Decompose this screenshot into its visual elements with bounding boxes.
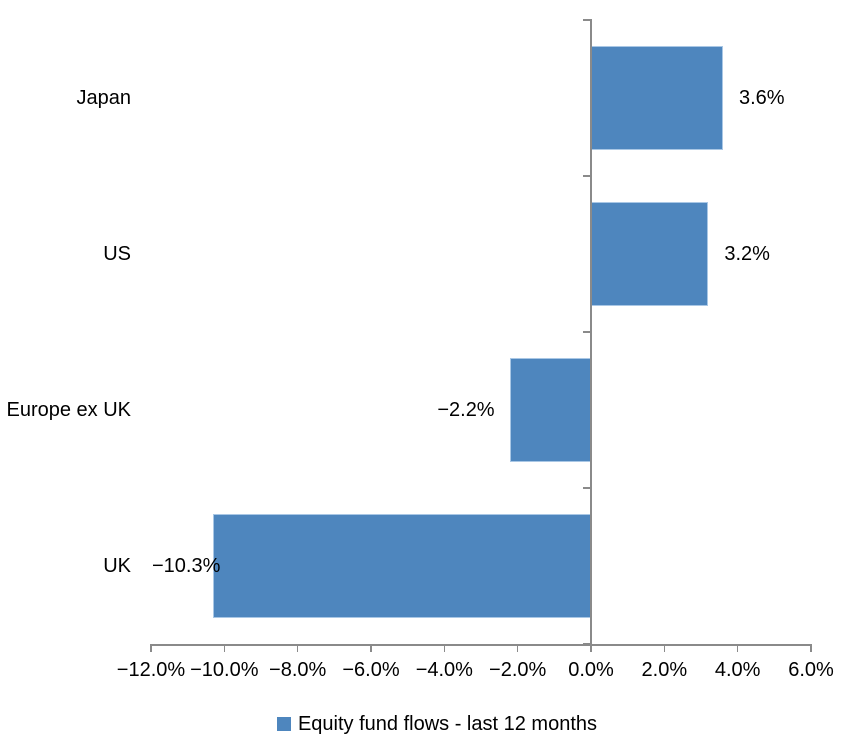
- category-label-us: US: [103, 243, 131, 265]
- legend-label: Equity fund flows - last 12 months: [297, 712, 598, 735]
- y-axis-tick: [583, 175, 590, 177]
- data-label-europe-ex-uk: −2.2%: [437, 399, 495, 421]
- x-axis-tick: [516, 644, 519, 652]
- x-axis-tick: [296, 644, 299, 652]
- legend-color-swatch: [276, 717, 291, 731]
- x-tick-label: −2.0%: [489, 659, 547, 681]
- x-axis-tick: [223, 644, 226, 652]
- x-tick-label: 2.0%: [641, 659, 688, 681]
- data-label-uk: −10.3%: [152, 555, 221, 577]
- x-axis-tick: [443, 644, 446, 652]
- x-axis-tick: [736, 644, 739, 652]
- x-tick-label: 6.0%: [788, 659, 834, 681]
- y-axis-tick: [583, 487, 590, 489]
- x-axis-tick: [810, 644, 812, 652]
- bar-europe-ex-uk: [510, 358, 591, 462]
- x-tick-label: 0.0%: [568, 659, 614, 681]
- x-axis-tick: [590, 644, 592, 652]
- x-tick-label: −8.0%: [269, 659, 327, 681]
- y-axis-tick: [583, 331, 590, 333]
- x-tick-label: −10.0%: [190, 659, 259, 681]
- category-label-uk: UK: [103, 555, 131, 577]
- data-label-japan: 3.6%: [739, 87, 785, 109]
- y-axis-tick: [583, 643, 590, 645]
- x-tick-label: −4.0%: [415, 659, 473, 681]
- bar-uk: [213, 514, 591, 618]
- legend: Equity fund flows - last 12 months: [11, 710, 852, 738]
- category-label-europe-ex-uk: Europe ex UK: [6, 399, 131, 421]
- category-label-japan: Japan: [76, 87, 132, 109]
- x-axis-tick: [150, 644, 152, 652]
- x-tick-label: −12.0%: [116, 659, 186, 681]
- x-tick-label: −6.0%: [342, 659, 400, 681]
- x-axis-line: [150, 644, 812, 646]
- bar-japan: [591, 46, 723, 150]
- y-axis-tick: [583, 19, 590, 21]
- bar-us: [591, 202, 709, 306]
- x-tick-label: 4.0%: [714, 659, 761, 681]
- y-axis-line: [590, 19, 592, 652]
- x-axis-tick: [370, 644, 372, 652]
- data-label-us: 3.2%: [724, 243, 770, 265]
- x-axis-tick: [663, 644, 666, 652]
